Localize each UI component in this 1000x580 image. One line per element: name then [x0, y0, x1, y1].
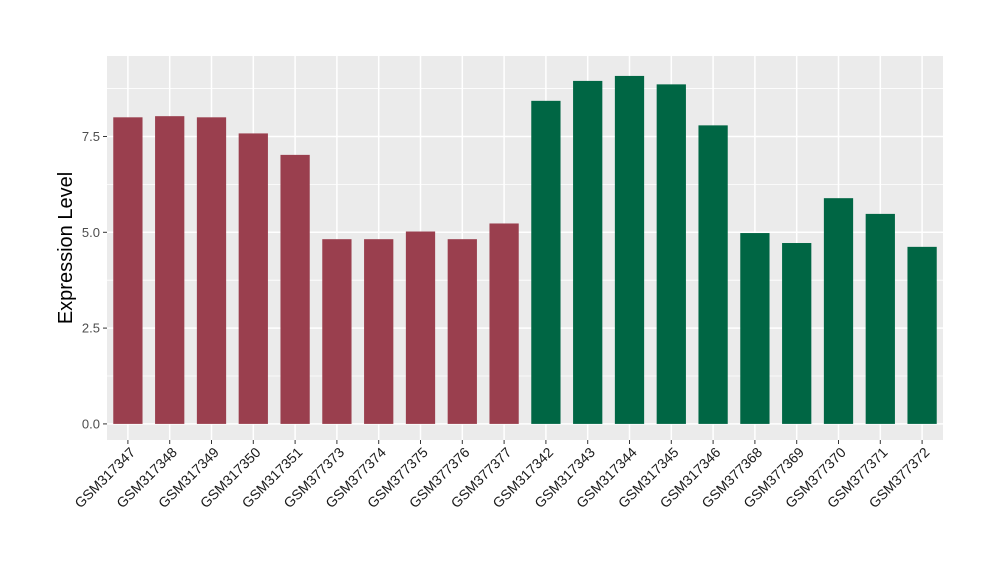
bar-GSM317349	[196, 117, 227, 424]
bar-GSM317351	[280, 154, 310, 424]
y-axis: 0.0 2.5 5.0 7.5	[82, 129, 107, 431]
bar-GSM317350	[238, 133, 268, 424]
bar-GSM377377	[489, 223, 519, 424]
bar-GSM377368	[740, 233, 770, 424]
bar-GSM377374	[364, 239, 394, 424]
bar-GSM317347	[113, 117, 143, 424]
y-tick-label: 0.0	[82, 416, 100, 431]
bar-GSM317343	[573, 80, 603, 424]
bar-GSM377369	[782, 243, 812, 424]
plot-panel	[107, 56, 943, 440]
bar-GSM317346	[698, 125, 728, 424]
bars	[113, 75, 937, 424]
bar-GSM317342	[531, 100, 561, 424]
bar-GSM377372	[907, 246, 937, 424]
x-axis: GSM317347GSM317348GSM317349GSM317350GSM3…	[71, 440, 933, 511]
bar-GSM317344	[614, 75, 645, 424]
bar-GSM377370	[823, 198, 854, 424]
y-axis-title: Expression Level	[55, 172, 77, 324]
y-tick-label: 7.5	[82, 129, 100, 144]
bar-GSM377376	[447, 239, 477, 424]
bar-GSM377375	[405, 231, 436, 424]
y-tick-label: 2.5	[82, 321, 100, 336]
bar-GSM317345	[656, 84, 686, 424]
y-tick-label: 5.0	[82, 225, 100, 240]
bar-GSM377373	[322, 239, 352, 424]
bar-GSM377371	[865, 213, 895, 424]
bar-GSM317348	[155, 116, 185, 424]
